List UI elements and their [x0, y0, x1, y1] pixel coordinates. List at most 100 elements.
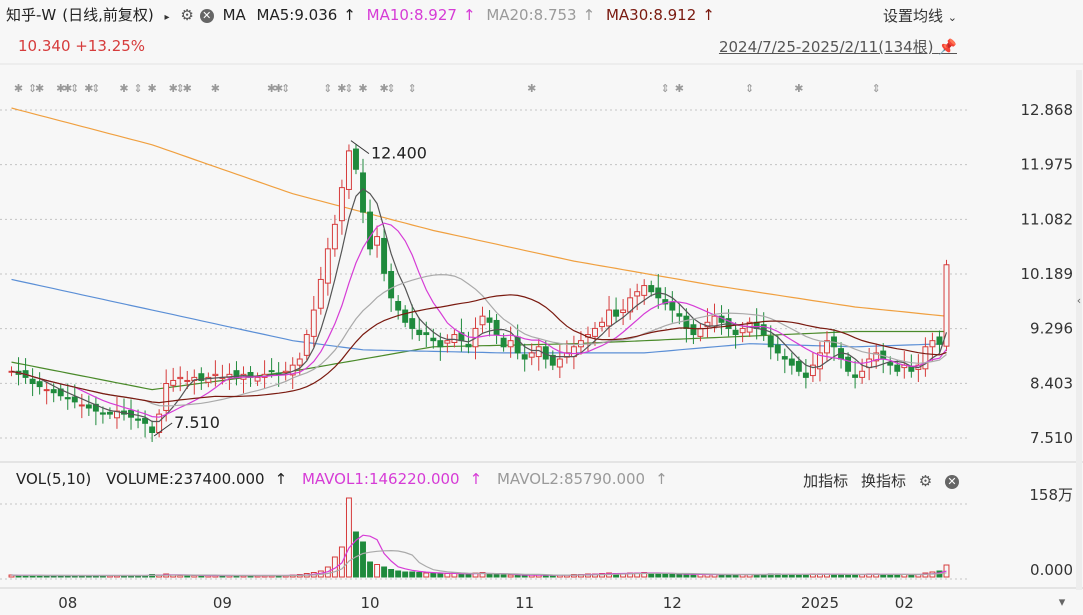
candle-body	[170, 379, 177, 386]
candle-body	[50, 389, 57, 394]
ma-line-ma120	[11, 278, 947, 354]
ma10-value: MA10:8.927	[366, 6, 457, 24]
volume-bar	[479, 572, 486, 578]
volume-bar	[184, 575, 191, 578]
stock-name[interactable]: 知乎-W	[6, 6, 57, 24]
volume-bar	[500, 574, 507, 578]
candle-body	[198, 373, 205, 381]
candle-body	[802, 372, 809, 378]
annotation-label: 12.400	[371, 144, 427, 163]
event-marker: ✱	[379, 82, 388, 95]
volume-header: VOL(5,10) VOLUME:237400.000 ↑ MAVOL1:1462…	[16, 470, 678, 488]
ma-line-ma30	[11, 294, 947, 404]
gear-icon[interactable]: ⚙	[180, 6, 194, 24]
candle-body	[521, 354, 528, 360]
x-tick-label: 08	[58, 594, 77, 612]
switch-indicator-button[interactable]: 换指标	[860, 472, 906, 490]
candle-body	[437, 340, 444, 348]
arrow-up-icon: ↑	[582, 6, 596, 24]
candle-body	[711, 315, 718, 327]
volume-bar	[662, 573, 669, 578]
ma-settings-button[interactable]: 设置均线 ⌄	[883, 5, 957, 26]
candle-body	[296, 358, 303, 366]
candle-body	[859, 370, 866, 378]
indicator-buttons: 加指标 换指标 ⚙ ✕	[795, 470, 959, 491]
event-marker: ✱	[183, 82, 192, 95]
event-marker: ⇕	[872, 82, 881, 95]
event-marker: ✱	[169, 82, 178, 95]
y-tick-label: 10.189	[1021, 265, 1074, 283]
candle-body	[99, 412, 106, 415]
x-tick-label: 10	[360, 594, 379, 612]
candle-body	[338, 187, 345, 222]
candle-body	[774, 344, 781, 354]
date-range-label: 2024/7/25-2025/2/11(134根)	[718, 38, 934, 56]
volume-bar	[360, 541, 366, 578]
volume-bar	[676, 574, 683, 578]
volume-tick-label: 158万	[1029, 486, 1073, 504]
candle-body	[613, 309, 620, 317]
candle-body	[894, 364, 901, 372]
arrow-up-icon: ↑	[655, 470, 668, 488]
price-change: +13.25%	[75, 37, 146, 55]
event-marker: ⇕	[745, 82, 754, 95]
event-marker: ⇕	[176, 82, 185, 95]
triangle-icon[interactable]: ▸	[164, 12, 170, 23]
volume-ma-line	[11, 534, 947, 577]
scroll-arrow-icon: ▾	[1059, 595, 1066, 610]
event-marker: ⇕	[281, 82, 290, 95]
candle-body	[78, 404, 85, 407]
volume-bar	[465, 574, 472, 578]
gear-icon[interactable]: ⚙	[918, 472, 933, 490]
volume-ma-line	[11, 549, 947, 577]
candle-body	[374, 236, 381, 246]
candle-body	[444, 340, 451, 344]
annotation-pointer	[153, 422, 173, 437]
add-indicator-button[interactable]: 加指标	[803, 472, 849, 490]
volume-bar	[395, 570, 402, 578]
candle-body	[423, 332, 430, 336]
event-marker: ⇕	[387, 82, 396, 95]
scrollbar-track	[1076, 70, 1082, 590]
volume-bar	[388, 569, 395, 578]
candle-body	[409, 318, 416, 329]
candle-body	[324, 248, 331, 284]
candle-body	[507, 340, 514, 348]
candle-body	[845, 356, 852, 372]
candle-body	[599, 321, 605, 328]
volume-bar	[943, 564, 950, 578]
candle-body	[43, 389, 50, 392]
event-marker: ⇕	[661, 82, 670, 95]
candle-body	[634, 291, 641, 297]
ma-line-ma10	[11, 222, 947, 418]
ma20-value: MA20:8.753	[486, 6, 577, 24]
candle-body	[212, 373, 219, 377]
candle-body	[345, 150, 352, 190]
ma30-value: MA30:8.912	[605, 6, 697, 24]
candle-body	[929, 340, 936, 348]
candle-body	[149, 426, 156, 433]
last-price: 10.340	[18, 37, 71, 55]
volume-bar	[458, 573, 465, 578]
volume-bar	[521, 575, 528, 578]
close-icon[interactable]: ✕	[945, 474, 959, 489]
candle-body	[739, 327, 746, 334]
candle-body	[795, 360, 802, 372]
mode-label[interactable]: (日线,前复权)	[62, 6, 154, 24]
candle-body	[254, 376, 261, 382]
volume-bar	[402, 571, 409, 578]
event-marker: ✱	[63, 82, 72, 95]
pin-icon[interactable]: 📌	[938, 38, 957, 56]
candle-body	[669, 301, 676, 311]
date-range[interactable]: 2024/7/25-2025/2/11(134根) 📌	[719, 36, 957, 57]
candle-body	[353, 148, 359, 170]
candle-body	[922, 346, 929, 370]
candle-body	[781, 356, 788, 360]
volume-bar	[345, 497, 352, 578]
chevron-down-icon: ⌄	[947, 11, 957, 24]
event-marker: ✱	[794, 82, 803, 95]
event-marker: ⇕	[133, 82, 142, 95]
close-icon[interactable]: ✕	[199, 8, 214, 23]
candle-body	[36, 381, 43, 388]
